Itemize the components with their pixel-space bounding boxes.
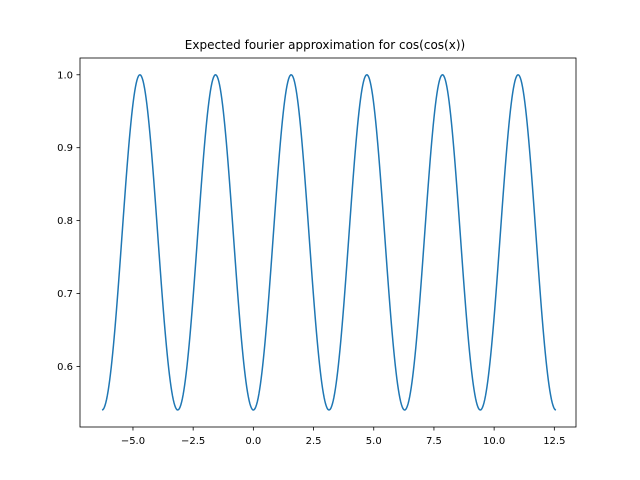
y-tick-label: 0.7 xyxy=(57,289,73,300)
x-tick-label: −2.5 xyxy=(181,436,205,447)
x-tick-label: 0.0 xyxy=(245,436,261,447)
series-line-0 xyxy=(101,73,557,411)
y-tick-label: 0.6 xyxy=(57,362,73,373)
x-tick-label: −5.0 xyxy=(121,436,145,447)
axes-frame xyxy=(79,57,577,428)
y-axis: 0.6 0.7 0.8 0.9 1.0 xyxy=(57,70,80,373)
x-tick-label: 7.5 xyxy=(426,436,442,447)
x-tick-label: 5.0 xyxy=(366,436,382,447)
y-tick-label: 1.0 xyxy=(57,70,73,81)
x-tick-label: 12.5 xyxy=(543,436,565,447)
x-tick-label: 2.5 xyxy=(306,436,322,447)
x-tick-label: 10.0 xyxy=(483,436,505,447)
chart-title: Expected fourier approximation for cos(c… xyxy=(185,38,465,52)
y-tick-label: 0.8 xyxy=(57,216,73,227)
y-tick-label: 0.9 xyxy=(57,143,73,154)
plot-area xyxy=(101,73,557,411)
x-axis: −5.0 −2.5 0.0 2.5 5.0 7.5 10.0 12.5 xyxy=(121,427,565,447)
